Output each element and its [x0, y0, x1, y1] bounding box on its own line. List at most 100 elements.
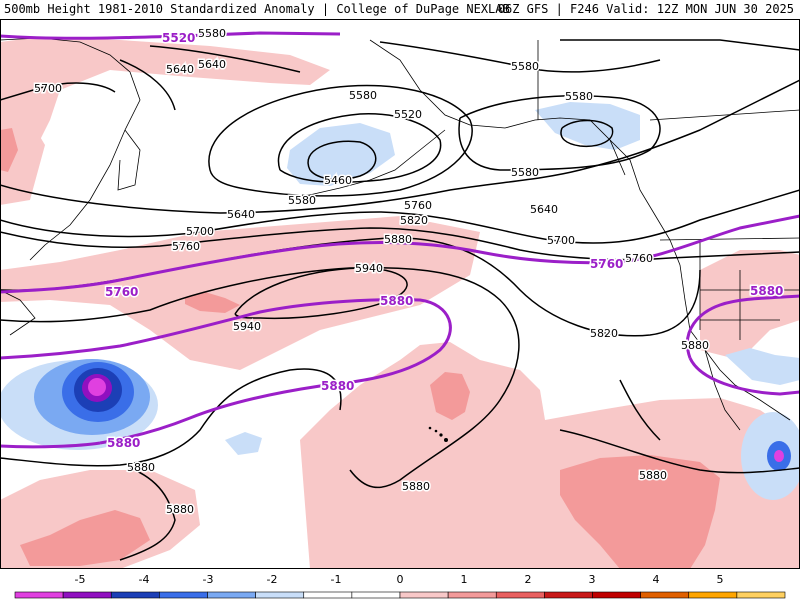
contour-5640-band [0, 79, 800, 214]
label-c5880-sw1: 5880 [127, 461, 155, 474]
contour-5700-band [0, 189, 800, 244]
ref-5880-c [0, 298, 452, 445]
anomaly-central-salmon [185, 292, 240, 313]
label-c5700-s: 5700 [186, 225, 214, 238]
coast-uscoast [679, 264, 791, 421]
label-p5880-c: 5880 [380, 294, 413, 308]
map-title: 500mb Height 1981-2010 Standardized Anom… [4, 2, 510, 16]
label-c5760-w: 5760 [172, 240, 200, 253]
colorbar-cell-13 [640, 591, 690, 599]
ref-5520 [0, 31, 341, 40]
colorbar-cell-10 [495, 591, 545, 599]
colorbar-tick-label: 5 [717, 573, 724, 586]
colorbar-tick-label: -1 [331, 573, 342, 586]
anomaly-ne-pink [700, 250, 800, 360]
anomaly-bering-blue [287, 123, 395, 186]
colorbar-cell-7 [351, 591, 401, 599]
label-c5820-c: 5820 [400, 214, 428, 227]
ref-5880-e2 [688, 357, 800, 396]
coast-kamchatka [117, 129, 141, 191]
contour-5580-n [379, 41, 661, 73]
colorbar-cell-6 [303, 591, 353, 599]
contour-5520-low [277, 113, 442, 184]
label-c5580-ne: 5580 [565, 90, 593, 103]
colorbar-tick-label: -2 [267, 573, 278, 586]
contour-5760-band [0, 227, 800, 261]
colorbar-cell-5 [255, 591, 305, 599]
colorbar-tick-label: 0 [397, 573, 404, 586]
coast-alaska [369, 39, 626, 176]
label-p5520: 5520 [162, 31, 195, 45]
contour-5580-loop [208, 84, 473, 197]
anomaly-nw-pink [0, 37, 330, 195]
label-c5580-top: 5580 [198, 27, 226, 40]
label-c5640-top2: 5640 [166, 63, 194, 76]
hawaii-3 [439, 433, 443, 437]
contour-5460-low [307, 140, 377, 181]
colorbar-tick-label: -3 [203, 573, 214, 586]
colorbar-tick-label: 4 [653, 573, 660, 586]
contour-5700-nw [0, 82, 116, 101]
label-c5880-se: 5880 [639, 469, 667, 482]
label-c5460-low: 5460 [324, 174, 352, 187]
contour-5880-c [0, 266, 520, 489]
contour-5880-sw [0, 368, 342, 467]
colorbar-tick-label: -5 [75, 573, 86, 586]
label-c5580-nc: 5580 [349, 89, 377, 102]
hawaii-1 [428, 426, 432, 430]
label-c5700-e: 5700 [547, 234, 575, 247]
contour-5880-ne [619, 379, 661, 441]
label-c5640-top: 5640 [198, 58, 226, 71]
label-c5940-b: 5940 [233, 320, 261, 333]
label-c5880-ca: 5880 [681, 339, 709, 352]
anomaly-central-pink [0, 216, 480, 370]
ref-5760 [0, 214, 800, 294]
colorbar-cell-14 [688, 591, 738, 599]
colorbar-tick-label: 1 [461, 573, 468, 586]
colorbar-cell-0 [14, 591, 64, 599]
label-c5640-s: 5640 [227, 208, 255, 221]
colorbar-tick-label: 2 [525, 573, 532, 586]
coast-asia [0, 289, 36, 336]
label-c5520-low: 5520 [394, 108, 422, 121]
contour-5580-e [560, 39, 800, 51]
colorbar-tick-label: 3 [589, 573, 596, 586]
positive-anomaly-salmon [0, 128, 720, 569]
colorbar-cell-4 [207, 591, 256, 599]
positive-anomaly-shading [0, 37, 800, 569]
contour-5580-gulf [458, 95, 661, 171]
storm-east-core [774, 450, 784, 462]
colorbar-cell-8 [399, 591, 449, 599]
storm-west-core [88, 378, 106, 396]
anomaly-w-salmon [0, 128, 18, 172]
contour-5880-s [119, 467, 176, 561]
reference-contours [0, 31, 800, 449]
anomaly-sw-salmon [20, 510, 150, 566]
hawaii-4 [444, 438, 448, 442]
colorbar: -5 -4 -3 -2 -1 0 1 2 3 4 5 [14, 573, 786, 599]
label-c5700-w: 5700 [34, 82, 62, 95]
label-c5760-c: 5760 [404, 199, 432, 212]
coastlines [0, 37, 800, 431]
ref-5880-e [685, 294, 800, 359]
colorbar-tick-label: -4 [139, 573, 150, 586]
label-c5580-ec: 5580 [511, 166, 539, 179]
contour-5940 [234, 267, 408, 320]
label-c5760-e: 5760 [625, 252, 653, 265]
colorbar-cells [14, 591, 786, 599]
anomaly-pacific-blue [225, 432, 262, 455]
colorbar-cell-11 [544, 591, 593, 599]
label-c5640-e: 5640 [530, 203, 558, 216]
contour-5520-gulf [560, 119, 614, 148]
label-c5580-s: 5580 [288, 194, 316, 207]
label-c5940-a: 5940 [355, 262, 383, 275]
coast-siberia [0, 37, 141, 261]
ref-5880-s [0, 441, 101, 449]
label-p5880-e: 5880 [750, 284, 783, 298]
colorbar-ticks: -5 -4 -3 -2 -1 0 1 2 3 4 5 [75, 573, 724, 586]
colorbar-cell-9 [447, 591, 497, 599]
colorbar-cell-1 [62, 591, 112, 599]
label-p5880-s: 5880 [321, 379, 354, 393]
contour-5640-nw [149, 45, 301, 73]
contour-5580-w [119, 59, 176, 111]
